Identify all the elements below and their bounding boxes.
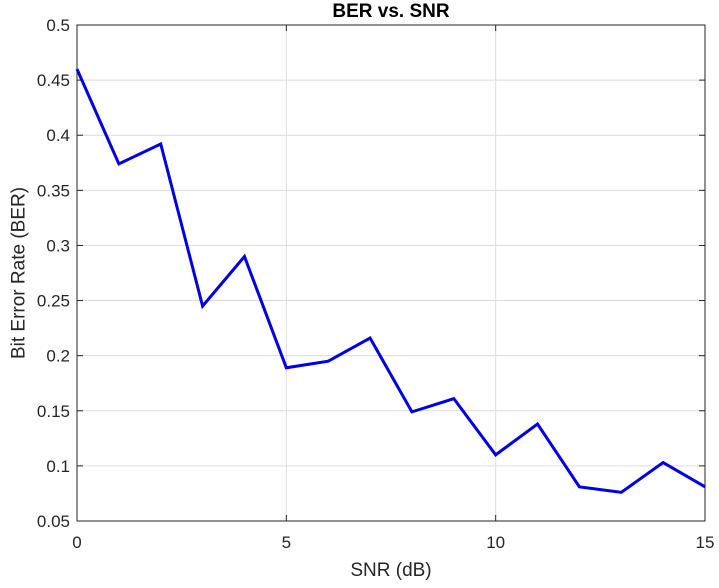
x-tick-label: 0	[72, 533, 81, 552]
y-tick-label: 0.45	[37, 71, 70, 90]
x-tick-label: 5	[282, 533, 291, 552]
grid	[76, 24, 706, 522]
x-tick-label: 15	[696, 533, 715, 552]
y-tick-label: 0.25	[37, 292, 70, 311]
series	[75, 68, 706, 494]
y-tick-label: 0.3	[46, 236, 70, 255]
series-line	[75, 68, 706, 494]
x-axis-label: SNR (dB)	[350, 560, 431, 581]
axis-ticks: 0 5 10 15 0.05 0.1 0.15 0.2 0.25 0.3 0.35 0.4 0.45 0.…	[37, 16, 715, 552]
x-tick-label: 10	[486, 533, 505, 552]
y-tick-label: 0.35	[37, 181, 70, 200]
y-axis-label: Bit Error Rate (BER)	[9, 187, 30, 359]
y-tick-label: 0.2	[46, 347, 70, 366]
chart-title: BER vs. SNR	[332, 1, 449, 22]
y-tick-label: 0.4	[46, 126, 70, 145]
y-tick-label: 0.15	[37, 402, 70, 421]
y-tick-label: 0.1	[46, 457, 70, 476]
y-tick-label: 0.5	[46, 16, 70, 35]
y-tick-label: 0.05	[37, 512, 70, 531]
axes-box	[76, 24, 706, 522]
